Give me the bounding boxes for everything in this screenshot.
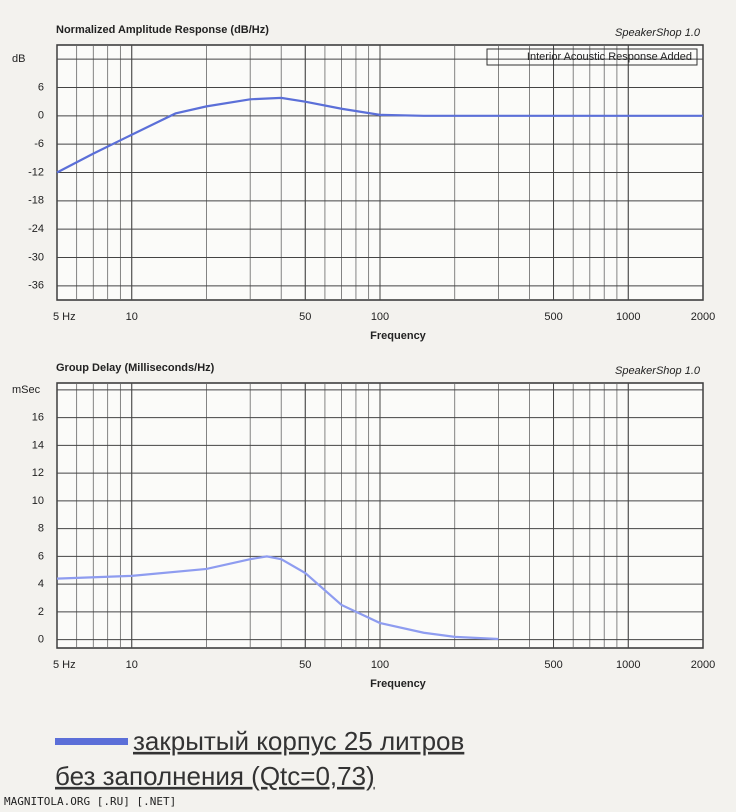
- y-tick-label: mSec: [12, 384, 41, 396]
- x-tick-label: 10: [126, 311, 138, 323]
- x-tick-label: 100: [371, 659, 389, 671]
- y-tick-label: -18: [28, 195, 44, 207]
- y-tick-label: -24: [28, 223, 44, 235]
- x-tick-label: 2000: [691, 311, 715, 323]
- x-axis-label: Frequency: [370, 330, 427, 342]
- y-tick-label: 4: [38, 578, 44, 590]
- y-tick-label: 8: [38, 523, 44, 535]
- footer: MAGNITOLA.ORG [.RU] [.NET]: [4, 795, 176, 808]
- series-line: [56, 96, 703, 174]
- y-tick-label: 0: [38, 110, 44, 122]
- x-tick-label: 5 Hz: [53, 659, 76, 671]
- y-tick-label: 2: [38, 606, 44, 618]
- note-box: [486, 48, 698, 66]
- y-tick-label: 14: [32, 439, 44, 451]
- chart-title: Group Delay (Milliseconds/Hz): [56, 362, 215, 374]
- legend-label: закрытый корпус 25 литров: [133, 726, 464, 756]
- x-tick-label: 5 Hz: [53, 311, 76, 323]
- y-tick-label: dB: [12, 53, 25, 65]
- x-tick-label: 1000: [616, 659, 640, 671]
- x-tick-label: 10: [126, 659, 138, 671]
- chart-title: Normalized Amplitude Response (dB/Hz): [56, 24, 269, 36]
- x-tick-label: 2000: [691, 659, 715, 671]
- x-tick-label: 100: [371, 311, 389, 323]
- y-tick-label: -6: [34, 138, 44, 150]
- x-tick-label: 50: [299, 311, 311, 323]
- brand: SpeakerShop 1.0: [615, 27, 701, 39]
- y-tick-label: 6: [38, 550, 44, 562]
- y-tick-label: -12: [28, 166, 44, 178]
- x-axis-label: Frequency: [370, 678, 427, 690]
- x-tick-label: 50: [299, 659, 311, 671]
- legend-swatch: [55, 738, 128, 745]
- note: Interior Acoustic Response Added: [527, 51, 692, 63]
- y-tick-label: 16: [32, 412, 44, 424]
- x-tick-label: 1000: [616, 311, 640, 323]
- y-tick-label: 10: [32, 495, 44, 507]
- x-tick-label: 500: [544, 311, 562, 323]
- y-tick-label: -36: [28, 280, 44, 292]
- y-tick-label: 12: [32, 467, 44, 479]
- x-tick-label: 500: [544, 659, 562, 671]
- y-tick-label: 0: [38, 634, 44, 646]
- legend-line2: без заполнения (Qtc=0,73): [55, 761, 375, 791]
- brand: SpeakerShop 1.0: [615, 365, 701, 377]
- y-tick-label: -30: [28, 251, 44, 263]
- y-tick-label: 6: [38, 81, 44, 93]
- series-line: [56, 555, 499, 641]
